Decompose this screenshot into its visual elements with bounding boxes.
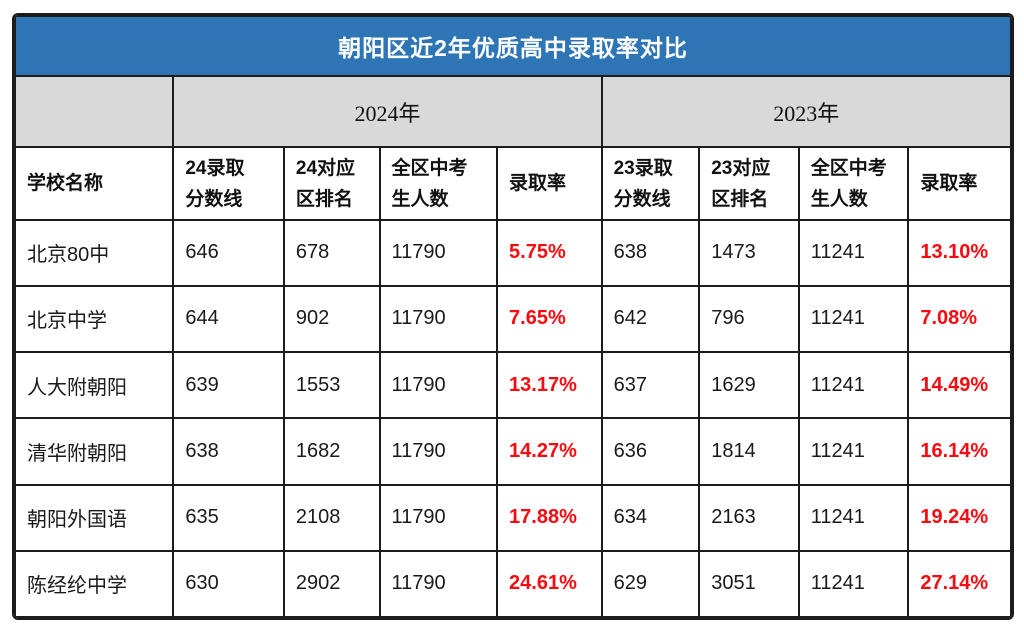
cell-24-admission-rate: 5.75% <box>496 218 603 287</box>
year-2023-header: 2023年 <box>600 75 1012 149</box>
cell-24-district-rank: 2108 <box>282 483 381 552</box>
col-header-school: 学校名称 <box>14 146 175 221</box>
cell-24-district-rank: 902 <box>282 284 381 354</box>
cell-24-district-rank: 1553 <box>282 351 381 420</box>
cell-school-name: 北京中学 <box>14 284 175 354</box>
table-row: 朝阳外国语 635 2108 11790 17.88% 634 2163 112… <box>14 483 1012 552</box>
cell-24-district-rank: 1682 <box>282 417 381 486</box>
admission-rate-table: 朝阳区近2年优质高中录取率对比 2024年 2023年 学校名称 24录取 分数… <box>12 13 1014 620</box>
cell-23-score-line: 636 <box>600 417 701 486</box>
cell-23-score-line: 642 <box>600 284 701 354</box>
col-header-24-admission-rate: 录取率 <box>496 146 603 221</box>
cell-24-score-line: 630 <box>172 549 285 618</box>
cell-24-district-rank: 2902 <box>282 549 381 618</box>
cell-24-admission-rate: 17.88% <box>496 483 603 552</box>
table-title: 朝阳区近2年优质高中录取率对比 <box>14 15 1012 78</box>
cell-23-district-rank: 796 <box>698 284 800 354</box>
cell-23-district-rank: 1814 <box>698 417 800 486</box>
cell-23-district-rank: 2163 <box>698 483 800 552</box>
table-row: 北京中学 644 902 11790 7.65% 642 796 11241 7… <box>14 284 1012 354</box>
col-header-24-score-line: 24录取 分数线 <box>172 146 285 221</box>
cell-23-total-examinees: 11241 <box>797 549 910 618</box>
cell-24-score-line: 635 <box>172 483 285 552</box>
col-header-23-district-rank: 23对应 区排名 <box>698 146 800 221</box>
col-header-23-admission-rate: 录取率 <box>907 146 1012 221</box>
col-header-23-score-line: 23录取 分数线 <box>600 146 701 221</box>
cell-school-name: 北京80中 <box>14 218 175 287</box>
cell-24-score-line: 638 <box>172 417 285 486</box>
col-header-24-total-examinees: 全区中考 生人数 <box>378 146 499 221</box>
cell-24-total-examinees: 11790 <box>378 417 499 486</box>
cell-23-total-examinees: 11241 <box>797 483 910 552</box>
table-row: 陈经纶中学 630 2902 11790 24.61% 629 3051 112… <box>14 549 1012 618</box>
cell-23-district-rank: 1473 <box>698 218 800 287</box>
cell-24-admission-rate: 7.65% <box>496 284 603 354</box>
cell-23-total-examinees: 11241 <box>797 351 910 420</box>
cell-23-total-examinees: 11241 <box>797 284 910 354</box>
cell-23-district-rank: 1629 <box>698 351 800 420</box>
cell-23-score-line: 638 <box>600 218 701 287</box>
cell-24-admission-rate: 24.61% <box>496 549 603 618</box>
year-row-spacer <box>14 75 175 149</box>
cell-23-admission-rate: 13.10% <box>907 218 1012 287</box>
table-row: 人大附朝阳 639 1553 11790 13.17% 637 1629 112… <box>14 351 1012 420</box>
cell-24-total-examinees: 11790 <box>378 483 499 552</box>
cell-24-admission-rate: 14.27% <box>496 417 603 486</box>
cell-23-total-examinees: 11241 <box>797 218 910 287</box>
cell-24-score-line: 644 <box>172 284 285 354</box>
table-row: 北京80中 646 678 11790 5.75% 638 1473 11241… <box>14 218 1012 287</box>
cell-24-admission-rate: 13.17% <box>496 351 603 420</box>
cell-24-score-line: 639 <box>172 351 285 420</box>
cell-24-total-examinees: 11790 <box>378 284 499 354</box>
cell-24-total-examinees: 11790 <box>378 218 499 287</box>
col-header-24-district-rank: 24对应 区排名 <box>282 146 381 221</box>
cell-23-total-examinees: 11241 <box>797 417 910 486</box>
cell-23-score-line: 629 <box>600 549 701 618</box>
cell-23-score-line: 637 <box>600 351 701 420</box>
year-2024-header: 2024年 <box>172 75 603 149</box>
cell-23-admission-rate: 16.14% <box>907 417 1012 486</box>
cell-school-name: 人大附朝阳 <box>14 351 175 420</box>
cell-24-total-examinees: 11790 <box>378 549 499 618</box>
cell-23-admission-rate: 27.14% <box>907 549 1012 618</box>
cell-school-name: 清华附朝阳 <box>14 417 175 486</box>
cell-24-district-rank: 678 <box>282 218 381 287</box>
title-row: 朝阳区近2年优质高中录取率对比 <box>14 15 1012 78</box>
year-group-row: 2024年 2023年 <box>14 75 1012 149</box>
cell-23-score-line: 634 <box>600 483 701 552</box>
cell-23-admission-rate: 7.08% <box>907 284 1012 354</box>
cell-23-district-rank: 3051 <box>698 549 800 618</box>
column-header-row: 学校名称 24录取 分数线 24对应 区排名 全区中考 生人数 录取率 23录取… <box>14 146 1012 221</box>
col-header-23-total-examinees: 全区中考 生人数 <box>797 146 910 221</box>
cell-school-name: 陈经纶中学 <box>14 549 175 618</box>
cell-school-name: 朝阳外国语 <box>14 483 175 552</box>
table-row: 清华附朝阳 638 1682 11790 14.27% 636 1814 112… <box>14 417 1012 486</box>
cell-24-total-examinees: 11790 <box>378 351 499 420</box>
cell-23-admission-rate: 19.24% <box>907 483 1012 552</box>
comparison-table: 朝阳区近2年优质高中录取率对比 2024年 2023年 学校名称 24录取 分数… <box>14 15 1012 618</box>
cell-23-admission-rate: 14.49% <box>907 351 1012 420</box>
cell-24-score-line: 646 <box>172 218 285 287</box>
